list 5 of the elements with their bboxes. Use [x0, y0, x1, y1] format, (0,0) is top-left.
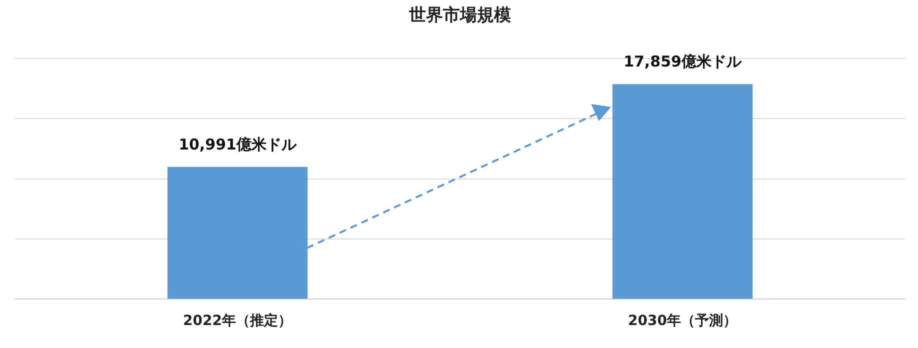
chart-title: 世界市場規模 — [408, 6, 511, 26]
data-label: 17,859億米ドル — [624, 52, 742, 71]
x-tick-label: 2030年（予測） — [628, 313, 737, 330]
x-tick-label: 2022年（推定） — [183, 312, 292, 330]
data-label: 10,991億米ドル — [178, 135, 298, 154]
